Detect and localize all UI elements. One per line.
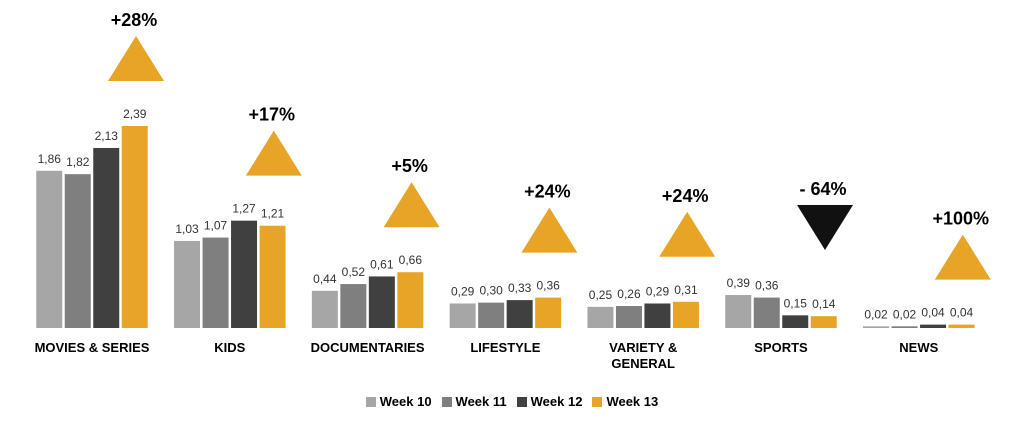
change-triangle: [934, 234, 991, 280]
legend-swatch: [592, 397, 603, 407]
value-label: 0,44: [313, 272, 337, 286]
value-label: 1,82: [66, 155, 90, 169]
change-triangle: [108, 36, 164, 81]
value-label: 1,21: [261, 207, 285, 221]
legend-item: Week 12: [516, 394, 583, 409]
bar: [725, 295, 752, 328]
bar: [368, 276, 395, 328]
legend-item: Week 11: [441, 394, 507, 409]
value-label: 0,36: [536, 279, 560, 293]
bar: [753, 297, 780, 328]
change-triangle: [659, 211, 716, 257]
change-label: +24%: [662, 186, 709, 206]
bar: [535, 297, 562, 328]
bar: [644, 303, 671, 328]
value-label: 0,29: [646, 284, 670, 298]
legend-swatch: [441, 397, 452, 407]
value-label: 1,86: [38, 152, 62, 166]
legend-swatch: [365, 397, 376, 407]
legend-label: Week 13: [606, 394, 659, 409]
value-label: 0,36: [755, 279, 779, 293]
change-label: +24%: [524, 182, 571, 202]
bar: [615, 306, 642, 328]
change-label: +28%: [111, 10, 158, 30]
value-label: 2,13: [95, 129, 119, 143]
bar: [810, 316, 837, 328]
legend-item: Week 10: [365, 394, 432, 409]
change-triangle: [383, 182, 440, 228]
x-tick-label: VARIETY & GENERAL: [609, 340, 678, 371]
value-label: 0,25: [589, 288, 613, 302]
legend: Week 10 Week 11 Week 12 Week 13: [0, 394, 1024, 409]
value-label: 1,07: [204, 219, 228, 233]
legend-item: Week 13: [592, 394, 658, 409]
x-tick-label: MOVIES & SERIES: [34, 340, 150, 355]
bar: [449, 303, 476, 328]
bar: [174, 240, 201, 328]
bar: [672, 301, 699, 328]
bar: [506, 300, 533, 328]
change-triangle: [521, 207, 578, 253]
change-label: +5%: [391, 156, 428, 176]
value-label: 0,04: [950, 306, 974, 320]
value-label: 0,33: [508, 281, 532, 295]
x-tick-label: KIDS: [214, 340, 246, 355]
x-tick-label: LIFESTYLE: [470, 340, 541, 355]
value-label: 1,03: [175, 222, 199, 236]
x-tick-label: NEWS: [899, 340, 939, 355]
value-label: 0,61: [370, 257, 394, 271]
bar: [863, 326, 890, 328]
bar: [478, 302, 505, 328]
bar: [587, 306, 614, 328]
bar: [397, 272, 424, 328]
bar: [948, 324, 975, 328]
value-label: 0,30: [479, 284, 503, 298]
value-label: 0,02: [893, 307, 917, 321]
value-label: 1,27: [232, 202, 256, 216]
change-label: +100%: [933, 209, 990, 229]
bar: [121, 126, 148, 328]
value-label: 0,39: [727, 276, 751, 290]
bar: [920, 324, 947, 328]
legend-label: Week 12: [530, 394, 583, 409]
legend-label: Week 10: [379, 394, 432, 409]
bar: [259, 225, 286, 328]
value-label: 0,14: [812, 297, 836, 311]
bar: [36, 170, 63, 328]
value-label: 0,66: [399, 253, 423, 267]
value-label: 2,39: [123, 107, 147, 121]
value-label: 0,15: [784, 296, 808, 310]
legend-label: Week 11: [455, 394, 507, 409]
x-tick-label: SPORTS: [754, 340, 808, 355]
bar: [340, 284, 367, 328]
value-label: 0,04: [921, 306, 945, 320]
bar: [231, 220, 258, 328]
change-label: +17%: [249, 105, 296, 125]
legend-swatch: [516, 397, 527, 407]
value-label: 0,02: [864, 307, 888, 321]
bar: [891, 326, 918, 328]
change-label: - 64%: [799, 179, 846, 199]
bar: [64, 174, 91, 328]
bar: [782, 315, 809, 328]
value-label: 0,31: [674, 283, 698, 297]
change-triangle: [797, 205, 853, 251]
value-label: 0,52: [342, 265, 366, 279]
bar: [93, 147, 120, 328]
bar: [202, 237, 229, 328]
bar: [311, 290, 338, 328]
value-label: 0,29: [451, 284, 475, 298]
value-label: 0,26: [617, 287, 641, 301]
change-triangle: [245, 130, 302, 176]
x-tick-label: DOCUMENTARIES: [310, 340, 425, 355]
